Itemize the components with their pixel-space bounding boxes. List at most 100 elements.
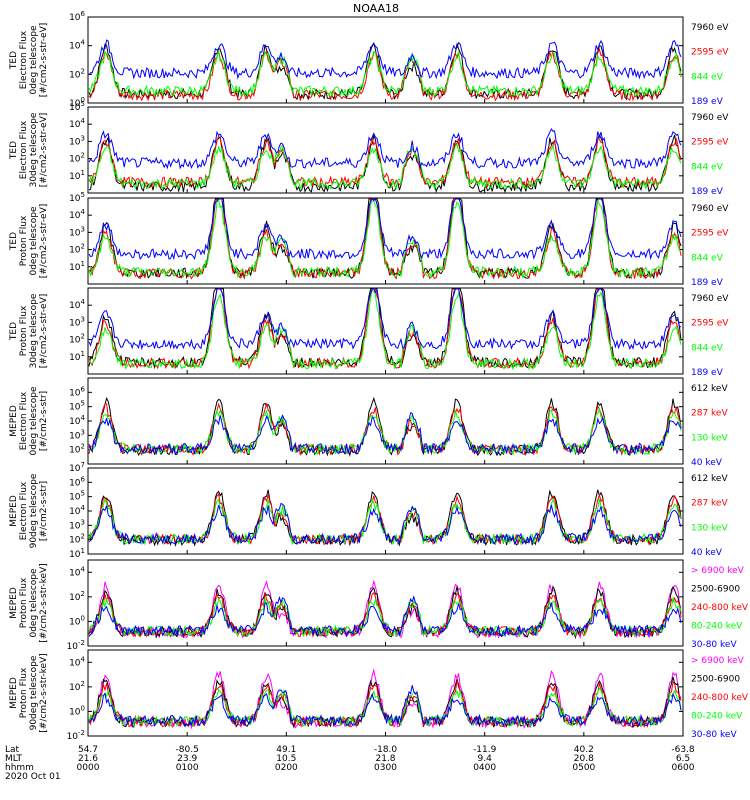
series-line bbox=[88, 143, 682, 191]
series-trace bbox=[88, 592, 682, 638]
y-tick-label: 102 bbox=[69, 680, 85, 693]
legend-entry: 80-240 keV bbox=[691, 622, 743, 632]
legend-entry: 612 keV bbox=[691, 474, 728, 484]
y-tick-label: 102 bbox=[69, 533, 85, 546]
x-tick-value: 20.8 bbox=[574, 754, 594, 764]
legend-entry: 844 eV bbox=[691, 253, 724, 263]
x-tick-value: 10.5 bbox=[276, 754, 296, 764]
x-tick-value: 6.5 bbox=[676, 754, 690, 764]
legend-entry: 240-800 keV bbox=[691, 693, 749, 703]
series-line bbox=[88, 288, 682, 351]
legend-entry: 189 eV bbox=[691, 278, 724, 288]
y-tick-label: 103 bbox=[69, 518, 85, 531]
y-axis-label: MEPEDElectron Flux0deg telescope[#/cm2-s… bbox=[9, 386, 49, 456]
y-axis-label: MEPEDProton Flux0deg telescope[#/cm2-s-s… bbox=[9, 563, 49, 642]
series-trace bbox=[88, 685, 682, 728]
y-tick-label: 103 bbox=[69, 428, 85, 441]
x-tick-value: 0100 bbox=[176, 763, 199, 773]
series-trace bbox=[88, 595, 682, 638]
legend-entry: 287 keV bbox=[691, 499, 728, 509]
legend-entry: 7960 eV bbox=[691, 113, 729, 123]
y-tick-label: 106 bbox=[69, 385, 85, 398]
y-tick-label: 104 bbox=[69, 298, 85, 311]
series-trace bbox=[88, 288, 682, 351]
x-tick-value: -63.8 bbox=[671, 745, 695, 755]
y-tick-label: 101 bbox=[69, 547, 85, 560]
y-tick-label: 105 bbox=[69, 490, 85, 503]
y-tick-label: 106 bbox=[69, 10, 85, 23]
x-tick-value: 0000 bbox=[77, 763, 100, 773]
legend-entry: > 6900 keV bbox=[691, 566, 745, 576]
y-tick-label: 104 bbox=[69, 117, 85, 130]
y-tick-label: 105 bbox=[69, 400, 85, 413]
series-line bbox=[88, 592, 682, 638]
series-trace bbox=[88, 197, 682, 261]
panel-4: 101 102 103 104 TEDProton Flux30deg telescop… bbox=[9, 287, 729, 378]
y-axis-label: TEDProton Flux30deg telescope[#/cm2-s-st… bbox=[9, 293, 49, 368]
x-tick-value: 0400 bbox=[473, 763, 496, 773]
y-tick-label: 103 bbox=[69, 134, 85, 147]
series-line bbox=[88, 502, 682, 545]
y-tick-label: 101 bbox=[69, 260, 85, 273]
y-tick-label: 104 bbox=[69, 414, 85, 427]
series-trace bbox=[88, 289, 682, 371]
y-axis-label: MEPEDElectron Flux90deg telescope[#/cm2-… bbox=[9, 473, 49, 548]
x-tick-value: 9.4 bbox=[478, 754, 493, 764]
series-trace bbox=[88, 502, 682, 545]
y-tick-label: 102 bbox=[69, 152, 85, 165]
date-label: 2020 Oct 01 bbox=[5, 772, 61, 782]
series-line bbox=[88, 128, 682, 170]
y-tick-label: 105 bbox=[69, 191, 85, 204]
x-tick-value: -11.9 bbox=[473, 745, 497, 755]
y-tick-label: 104 bbox=[69, 39, 85, 52]
y-tick-label: 102 bbox=[69, 333, 85, 346]
x-tick-value: 23.9 bbox=[177, 754, 197, 764]
series-trace bbox=[88, 595, 682, 638]
legend-entry: 844 eV bbox=[691, 162, 724, 172]
y-tick-label: 100 bbox=[69, 614, 85, 627]
series-line bbox=[88, 197, 682, 261]
y-tick-label: 107 bbox=[69, 461, 85, 474]
series-line bbox=[88, 412, 682, 456]
legend-entry: 2595 eV bbox=[691, 229, 729, 239]
series-trace bbox=[88, 198, 682, 280]
y-tick-label: 102 bbox=[69, 67, 85, 80]
legend-entry: 2595 eV bbox=[691, 138, 729, 148]
y-axis-label: MEPEDProton Flux90deg telescope[#/cm2-s-… bbox=[9, 653, 49, 732]
panel-3: 101 102 103 104 105 TEDProton Flux0deg telesc… bbox=[9, 191, 729, 288]
y-tick-label: 106 bbox=[69, 475, 85, 488]
series-trace bbox=[88, 407, 682, 456]
series-trace bbox=[88, 198, 682, 279]
legend-entry: 189 eV bbox=[691, 97, 724, 107]
x-row-label: Lat bbox=[5, 745, 20, 755]
x-tick-value: 49.1 bbox=[276, 745, 296, 755]
legend-entry: 30-80 keV bbox=[691, 730, 737, 740]
x-tick-value: 21.8 bbox=[375, 754, 395, 764]
y-axis-label: TEDProton Flux0deg telescope[#/cm2-s-str… bbox=[9, 204, 49, 279]
y-tick-label: 10-2 bbox=[67, 639, 85, 652]
legend-entry: 844 eV bbox=[691, 343, 724, 353]
y-tick-label: 102 bbox=[69, 590, 85, 603]
series-trace bbox=[88, 47, 682, 102]
y-tick-label: 102 bbox=[69, 243, 85, 256]
legend-entry: 30-80 keV bbox=[691, 640, 737, 650]
x-tick-value: 0200 bbox=[275, 763, 298, 773]
series-line bbox=[88, 198, 682, 279]
y-tick-label: 101 bbox=[69, 169, 85, 182]
y-tick-label: 102 bbox=[69, 443, 85, 456]
legend-entry: 130 keV bbox=[691, 523, 728, 533]
panel-frame bbox=[87, 106, 684, 194]
series-line bbox=[88, 135, 682, 189]
x-tick-value: 0500 bbox=[572, 763, 595, 773]
series-line bbox=[88, 685, 682, 728]
y-tick-label: 104 bbox=[69, 565, 85, 578]
legend-entry: 7960 eV bbox=[691, 23, 729, 33]
series-line bbox=[88, 289, 682, 371]
y-tick-label: 103 bbox=[69, 225, 85, 238]
x-tick-value: -18.0 bbox=[374, 745, 398, 755]
series-trace bbox=[88, 50, 682, 98]
